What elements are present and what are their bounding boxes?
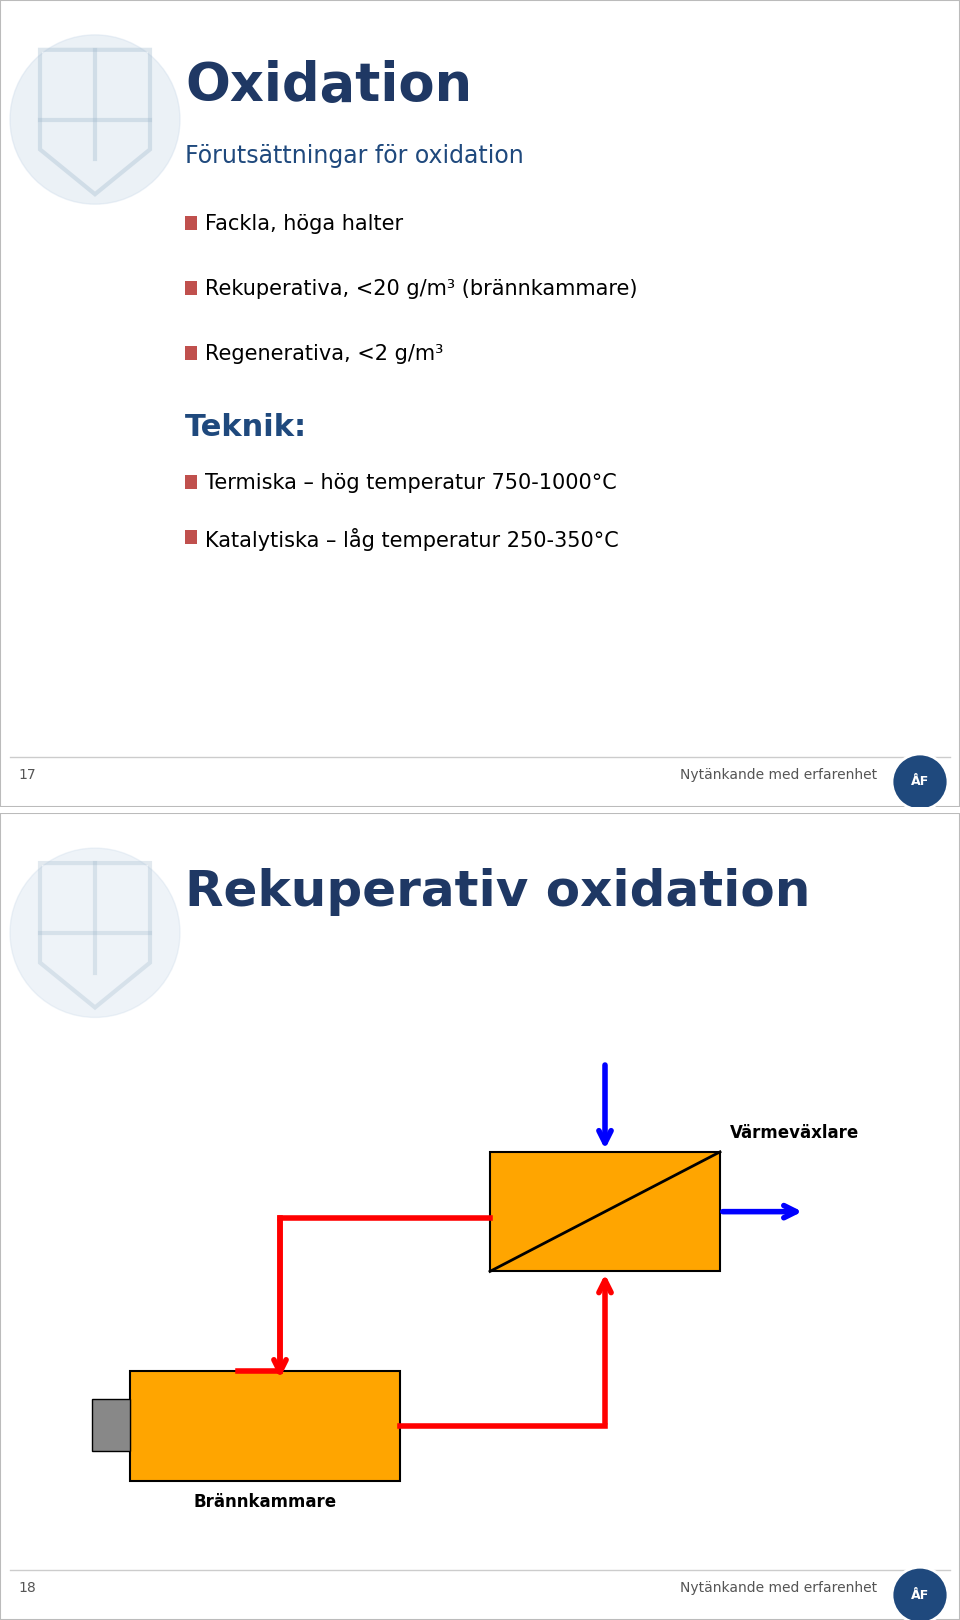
Bar	[92, 1400, 130, 1450]
Circle shape	[10, 36, 180, 204]
Circle shape	[892, 1567, 948, 1620]
Text: Termiska – hög temperatur 750-1000°C: Termiska – hög temperatur 750-1000°C	[205, 473, 616, 492]
Text: Fackla, höga halter: Fackla, höga halter	[205, 214, 403, 235]
Text: ÅF: ÅF	[911, 776, 929, 789]
Circle shape	[10, 849, 180, 1017]
Text: 18: 18	[18, 1581, 36, 1596]
Text: Rekuperativ oxidation: Rekuperativ oxidation	[185, 868, 810, 915]
Bar	[185, 215, 197, 230]
Circle shape	[892, 753, 948, 810]
Text: Katalytiska – låg temperatur 250-350°C: Katalytiska – låg temperatur 250-350°C	[205, 528, 619, 551]
Text: Regenerativa, <2 g/m³: Regenerativa, <2 g/m³	[205, 343, 444, 363]
Text: Rekuperativa, <20 g/m³ (brännkammare): Rekuperativa, <20 g/m³ (brännkammare)	[205, 279, 637, 298]
Text: Värmeväxlare: Värmeväxlare	[730, 1124, 859, 1142]
Text: Oxidation: Oxidation	[185, 60, 472, 112]
Text: Nytänkande med erfarenhet: Nytänkande med erfarenhet	[680, 1581, 877, 1596]
Bar	[130, 1371, 400, 1481]
Bar	[185, 475, 197, 489]
Text: Nytänkande med erfarenhet: Nytänkande med erfarenhet	[680, 768, 877, 782]
Bar	[490, 1152, 720, 1272]
Text: ÅF: ÅF	[911, 1589, 929, 1602]
Text: Teknik:: Teknik:	[185, 413, 307, 442]
Text: 17: 17	[18, 768, 36, 782]
Text: Förutsättningar för oxidation: Förutsättningar för oxidation	[185, 144, 524, 168]
Bar	[185, 280, 197, 295]
Bar	[185, 530, 197, 544]
Text: Brännkammare: Brännkammare	[193, 1492, 337, 1510]
Bar	[185, 345, 197, 360]
